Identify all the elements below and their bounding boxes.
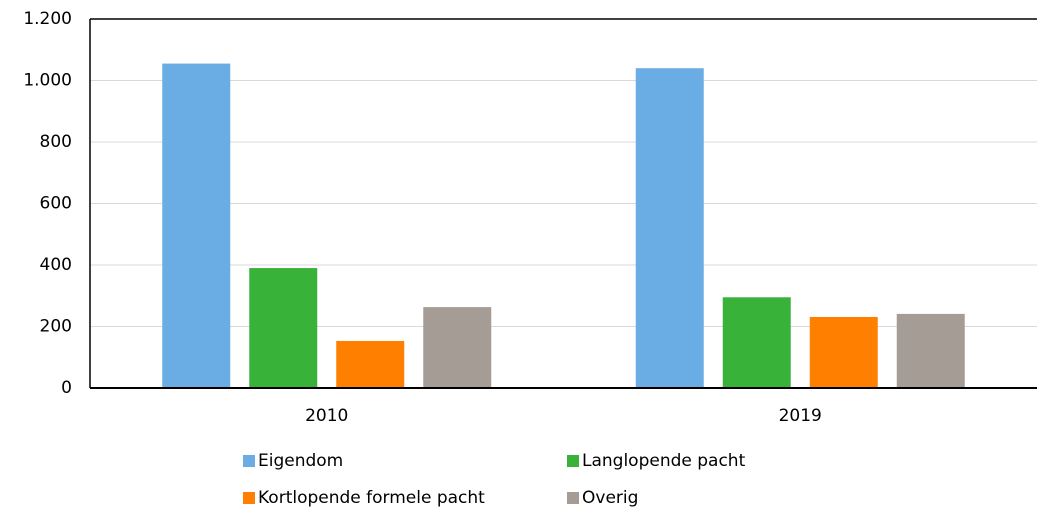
y-tick-label: 1.000: [23, 71, 72, 91]
y-tick-label: 200: [40, 317, 72, 337]
bar: [423, 307, 492, 388]
y-tick-label: 0: [61, 378, 72, 398]
bar: [635, 68, 704, 388]
bar: [162, 63, 231, 389]
legend-label: Eigendom: [258, 451, 343, 471]
bar: [809, 316, 878, 388]
y-tick-label: 600: [40, 194, 72, 214]
bar: [249, 268, 318, 388]
legend-label: Overig: [582, 488, 638, 508]
bar: [896, 313, 965, 388]
y-tick-label: 400: [40, 255, 72, 275]
legend-swatch: [243, 492, 255, 504]
y-tick-label: 800: [40, 132, 72, 152]
y-tick-label: 1.200: [23, 9, 72, 29]
bar: [722, 297, 791, 388]
x-tick-label: 2010: [305, 406, 348, 426]
bar: [336, 340, 405, 388]
x-tick-label: 2019: [779, 406, 822, 426]
legend-swatch: [567, 455, 579, 467]
legend-swatch: [567, 492, 579, 504]
legend-label: Kortlopende formele pacht: [258, 488, 485, 508]
legend-label: Langlopende pacht: [582, 451, 746, 471]
legend-swatch: [243, 455, 255, 467]
